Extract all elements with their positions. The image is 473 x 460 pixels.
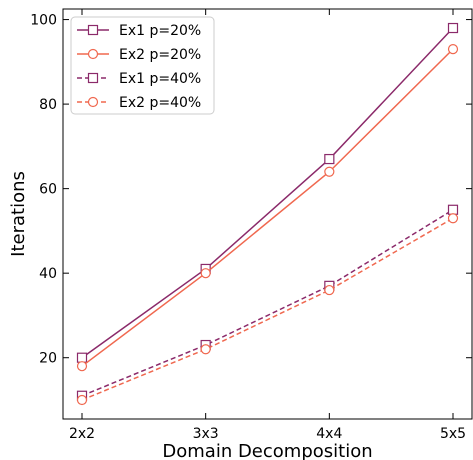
series-line: [81, 217, 454, 401]
series-3: [76, 204, 459, 401]
series-line: [81, 27, 454, 359]
series-line: [81, 48, 454, 367]
y-axis-title: Iterations: [8, 171, 29, 257]
y-tick-label: 40: [39, 266, 57, 282]
data-point: [76, 352, 88, 363]
x-axis-title: Domain Decomposition: [162, 441, 372, 460]
legend-label: Ex1 p=40%: [119, 71, 201, 87]
data-point: [76, 394, 88, 406]
legend-marker: [87, 72, 99, 84]
legend-label: Ex2 p=20%: [119, 47, 201, 63]
legend-marker: [87, 48, 99, 60]
plot-border: [62, 8, 473, 420]
data-point: [447, 204, 459, 215]
plot-frame: [62, 8, 473, 420]
data-point: [324, 153, 335, 165]
legend-label: Ex2 p=40%: [119, 95, 201, 111]
series-2: [76, 44, 459, 372]
legend-entry: Ex1 p=20%: [77, 23, 201, 39]
y-tick-label: 80: [39, 97, 57, 113]
x-tick-label: 5x5: [440, 426, 466, 442]
legend: Ex1 p=20% Ex2 p=20% Ex1 p=40% Ex2 p=40%: [70, 16, 215, 115]
data-point: [200, 344, 211, 355]
x-tick-label: 3x3: [193, 426, 219, 442]
data-point: [447, 22, 459, 34]
y-tick-label: 100: [30, 13, 57, 29]
data-point: [447, 213, 459, 224]
data-point: [200, 268, 211, 279]
legend-marker: [87, 96, 99, 108]
y-axis-ticks: 20 40 60 80 100: [30, 13, 472, 367]
x-tick-label: 2x2: [69, 426, 95, 442]
data-point: [324, 284, 335, 296]
series-layer: [76, 22, 459, 406]
legend-marker: [87, 24, 99, 36]
series-4: [76, 213, 459, 406]
legend-label: Ex1 p=20%: [119, 23, 201, 39]
x-tick-label: 4x4: [316, 426, 342, 442]
y-tick-label: 20: [39, 351, 57, 367]
legend-entry: Ex2 p=40%: [77, 95, 201, 111]
data-point: [76, 361, 88, 372]
data-point: [324, 166, 335, 177]
x-axis-ticks: 2x2 3x3 4x4 5x5: [69, 9, 466, 442]
legend-entry: Ex1 p=40%: [77, 71, 201, 87]
y-tick-label: 60: [39, 182, 57, 198]
legend-entry: Ex2 p=20%: [77, 47, 201, 63]
legend-box: [70, 16, 215, 115]
series-line: [81, 209, 454, 397]
data-point: [447, 44, 459, 55]
